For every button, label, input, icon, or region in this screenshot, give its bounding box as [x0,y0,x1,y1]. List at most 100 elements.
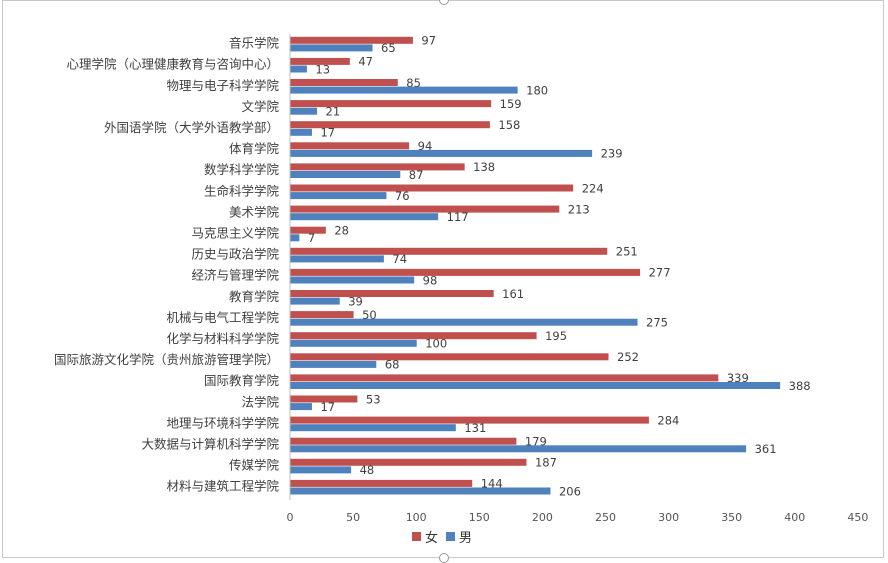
legend-item-male: 男 [446,527,472,546]
bar-male [290,360,377,368]
bar-female [290,121,490,129]
category-label: 生命科学学院 [204,183,280,198]
legend-swatch-female [412,531,421,541]
legend: 女 男 [412,527,480,546]
data-label-female: 213 [568,202,590,216]
data-label-male: 239 [601,147,623,161]
data-label-male: 48 [360,463,375,477]
bar-male [290,234,300,242]
data-label-male: 98 [423,273,438,287]
category-label: 法学院 [241,394,279,409]
data-label-female: 28 [334,224,349,238]
legend-item-female: 女 [412,527,438,546]
x-tick-label: 350 [721,511,742,524]
data-label-female: 224 [582,181,604,195]
category-label: 材料与建筑工程学院 [166,479,279,494]
bar-female [290,290,494,297]
bar-female [290,311,354,319]
data-label-female: 85 [406,76,421,90]
bar-female [290,458,527,466]
legend-swatch-male [446,531,456,541]
data-label-female: 47 [358,55,373,69]
data-label-male: 388 [789,379,811,393]
bar-female [290,57,350,65]
bar-male [290,65,307,73]
category-label: 大数据与计算机科学学院 [141,437,279,452]
bar-female [290,36,413,44]
bar-male [290,171,401,178]
category-label: 机械与电气工程学院 [166,310,279,325]
bar-female [290,142,410,150]
category-label: 国际旅游文化学院（贵州旅游管理学院） [54,352,279,367]
data-label-male: 68 [385,358,400,372]
bar-female [290,353,609,361]
data-label-male: 17 [320,126,335,140]
data-label-male: 206 [559,484,581,498]
bar-female [290,479,473,487]
category-label: 外国语学院（大学外语教学部） [104,120,279,135]
data-label-female: 94 [418,139,433,153]
data-label-male: 7 [308,231,315,245]
data-label-female: 195 [545,329,567,343]
bar-male [290,318,638,326]
x-tick-label: 400 [784,511,805,524]
data-label-female: 158 [498,118,520,132]
data-label-male: 13 [315,62,330,76]
category-label: 传媒学院 [229,458,280,473]
bar-male [290,382,781,389]
category-label: 数学科学学院 [204,162,280,177]
data-label-female: 284 [657,413,679,427]
category-label: 心理学院（心理健康教育与咨询中心） [66,57,279,72]
data-label-male: 39 [348,294,363,308]
bar-female [290,100,492,108]
bar-male [290,192,387,200]
bar-male [290,487,551,495]
bar-male [290,403,312,411]
data-label-male: 87 [409,168,424,182]
data-label-female: 179 [525,435,547,449]
data-label-female: 53 [366,392,381,406]
category-label: 国际教育学院 [204,373,280,388]
bar-female [290,79,398,86]
x-tick-label: 100 [406,511,427,524]
bar-male [290,445,747,453]
x-tick-label: 200 [532,511,553,524]
legend-label-female: 女 [425,530,439,546]
data-label-male: 180 [526,83,548,97]
category-label: 化学与材料科学学院 [166,331,279,346]
data-label-female: 97 [421,34,436,48]
bar-male [290,424,456,432]
data-label-female: 251 [616,245,638,259]
data-label-male: 65 [381,41,396,55]
bar-female [290,247,608,255]
data-label-male: 117 [447,210,469,224]
bar-male [290,128,312,136]
category-label: 教育学院 [229,289,280,304]
data-label-male: 74 [392,252,407,266]
category-label: 马克思主义学院 [191,226,279,241]
bar-male [290,86,518,94]
category-label: 物理与电子科学学院 [166,78,279,93]
bar-female [290,395,358,403]
data-label-male: 275 [646,316,668,330]
bar-female [290,184,574,192]
data-label-female: 161 [502,287,524,301]
data-label-male: 21 [326,105,341,119]
bar-female [290,268,641,276]
data-label-male: 76 [395,189,410,203]
bar-male [290,297,340,305]
category-label: 地理与环境科学学院 [166,415,279,430]
bar-male [290,213,439,221]
x-tick-label: 450 [847,511,868,524]
bar-female [290,163,465,171]
bar-female [290,416,649,424]
bar-female [290,226,326,234]
data-label-female: 252 [617,350,639,364]
category-label: 体育学院 [229,141,280,156]
data-label-male: 361 [755,442,777,456]
data-label-female: 277 [649,266,671,280]
data-label-female: 187 [535,456,557,470]
x-tick-label: 150 [469,511,490,524]
bar-female [290,374,719,382]
